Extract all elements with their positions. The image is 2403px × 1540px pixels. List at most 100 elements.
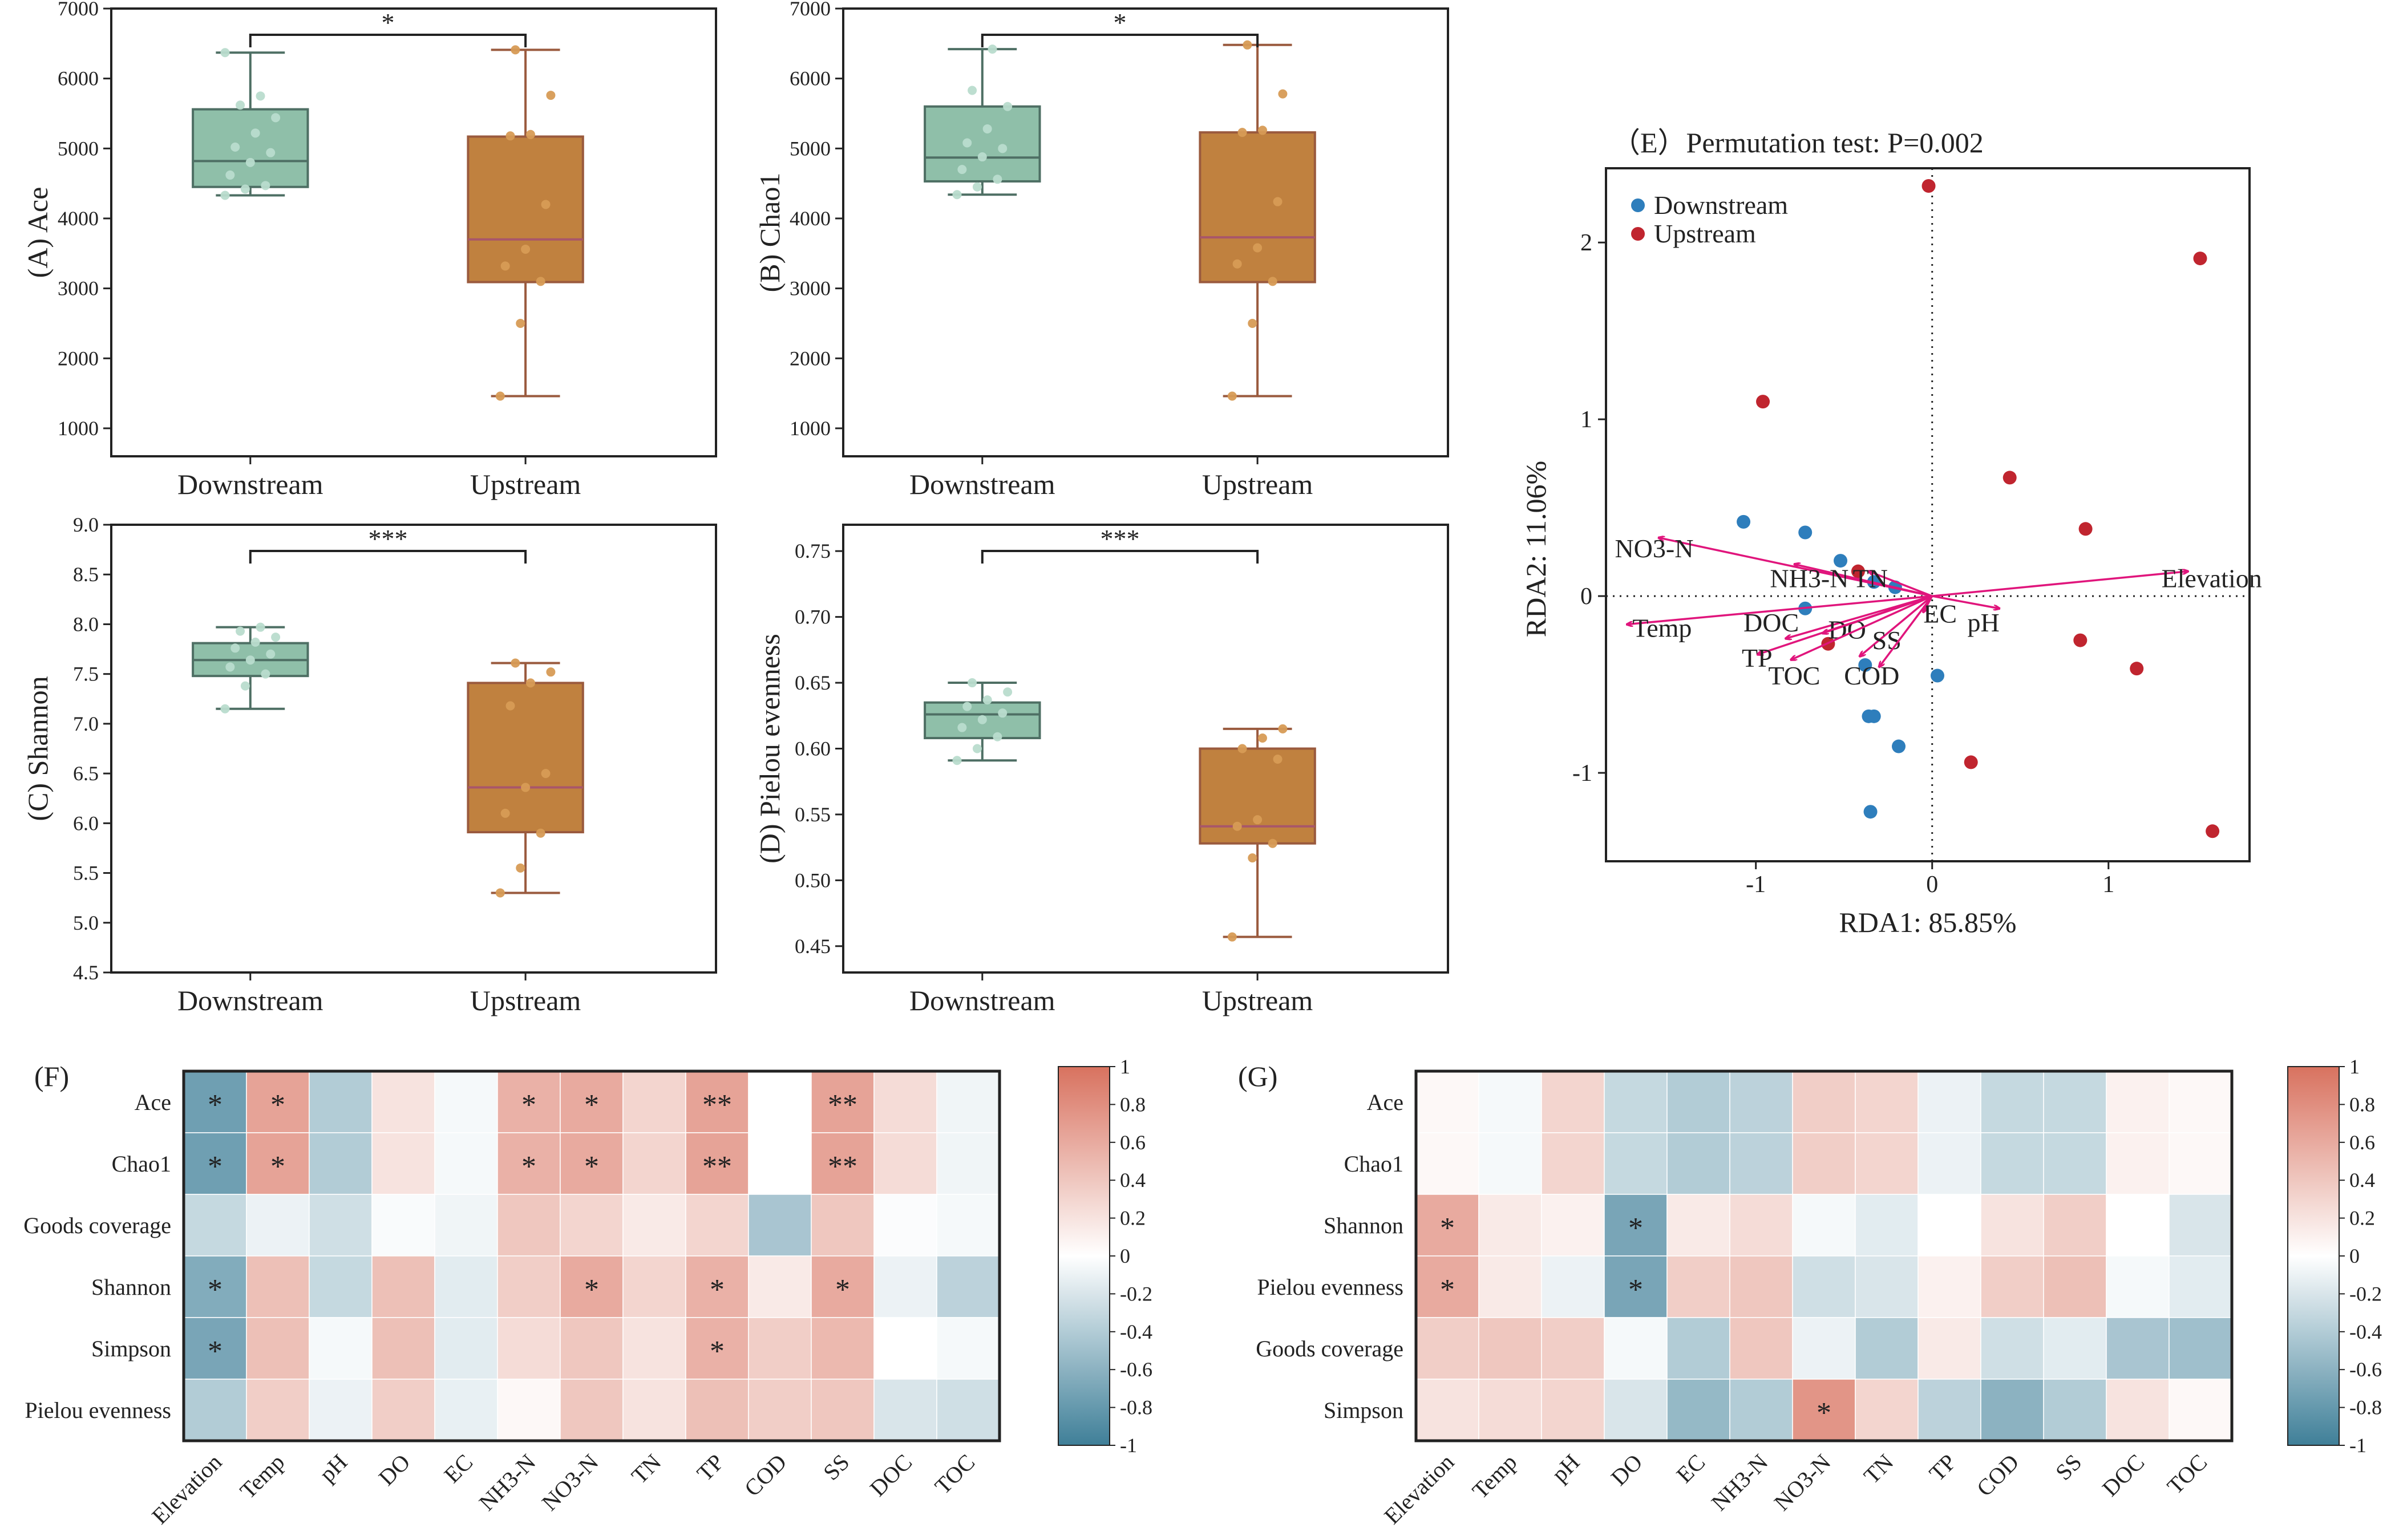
colorbar-tick-label: 0.4 (1120, 1169, 1146, 1192)
vector-label: TN (1853, 564, 1888, 593)
x-tick-label: Downstream (909, 984, 1055, 1016)
vector-arrow (1627, 595, 1932, 625)
vector-arrow (1795, 564, 1933, 597)
box-panel-D: 0.45 0.50 0.55 0.60 0.65 0.70 0.75 Downstream Up… (754, 524, 1449, 1016)
heatmap-cell (1917, 1071, 1981, 1133)
data-point (261, 669, 270, 679)
heatmap-cell (873, 1317, 937, 1380)
data-point (962, 702, 972, 711)
data-point (952, 756, 962, 765)
data-point (957, 165, 967, 175)
heatmap-cell (936, 1379, 1000, 1441)
significance-bracket (981, 550, 1259, 564)
y-tick-label: 5000 (58, 137, 99, 160)
heatmap-cell (1541, 1071, 1605, 1133)
heatmap-cell (2169, 1194, 2232, 1257)
box-panel-C: 4.5 5.0 5.5 6.0 6.5 7.0 7.5 8.0 8.5 9.0 Downstream… (22, 513, 717, 1016)
heatmap-cell (183, 1194, 247, 1257)
heatmap-cell (2106, 1317, 2170, 1380)
colorbar-tick-label: 0 (2349, 1245, 2360, 1267)
significance-star: * (1440, 1212, 1455, 1245)
data-point (546, 667, 556, 677)
env-vector-ec: EC (1923, 595, 1957, 629)
significance-star: * (1440, 1274, 1455, 1306)
colorbar-bar (1058, 1066, 1110, 1446)
data-point (1232, 821, 1242, 831)
y-tick-label: 7.5 (73, 663, 99, 686)
data-point (230, 142, 240, 152)
series-downstream (1737, 514, 1944, 819)
heatmap-cell (1604, 1071, 1668, 1133)
data-point (225, 662, 235, 672)
y-tick-label: 0.60 (795, 737, 831, 760)
sample-point (2078, 522, 2093, 536)
x-tick-label: Upstream (1202, 468, 1313, 500)
heatmap-cell (434, 1132, 498, 1195)
heatmap-cell (246, 1132, 310, 1195)
data-point (256, 622, 265, 632)
significance-bracket (981, 34, 1259, 47)
colorbar-tick-label: 0.8 (1120, 1093, 1146, 1116)
vector-label: DOC (1743, 608, 1799, 637)
colorbar-tick-label: 0.2 (1120, 1207, 1146, 1230)
data-point (1273, 754, 1283, 764)
legend-label-upstream: Upstream (1654, 219, 1756, 248)
heatmap-cell (811, 1255, 875, 1318)
heatmap-cell (434, 1194, 498, 1257)
column-label: NH3-N (1706, 1449, 1773, 1516)
env-vector-cod: COD (1844, 595, 1933, 690)
row-label: Shannon (91, 1274, 171, 1300)
significance-star: ** (702, 1150, 732, 1183)
y-tick-label: 0 (1580, 583, 1592, 610)
series-upstream (1756, 179, 2220, 838)
data-point (511, 658, 520, 668)
data-point (240, 681, 250, 691)
heatmap-cell (371, 1255, 435, 1318)
column-label: SS (2050, 1449, 2086, 1485)
y-tick-label: 6.5 (73, 762, 99, 785)
significance-star: ** (828, 1150, 857, 1183)
heatmap-cell (1980, 1379, 2044, 1441)
sample-point (2206, 824, 2220, 838)
vector-label: pH (1968, 608, 2000, 637)
column-label: NO3-N (1769, 1449, 1836, 1516)
column-label: pH (1547, 1449, 1584, 1487)
box-upstream (467, 45, 584, 401)
data-point (271, 633, 281, 642)
data-point (220, 48, 230, 58)
colorbar-tick-label: -1 (2349, 1434, 2366, 1457)
significance-star: * (1628, 1212, 1643, 1245)
heatmap-cell (1729, 1071, 1793, 1133)
heatmap-cell (1917, 1255, 1981, 1318)
vector-arrow (1791, 595, 1933, 660)
data-point (968, 86, 977, 95)
heatmap-cell (622, 1317, 686, 1380)
x-tick-label: 0 (1926, 872, 1938, 898)
colorbar-tick-label: 1 (2349, 1055, 2360, 1078)
heatmap-cell (1415, 1255, 1479, 1318)
legend-marker-downstream (1631, 198, 1645, 212)
box-body (467, 682, 584, 834)
y-axis-label: (D) Pielou evenness (754, 634, 786, 864)
heatmap-cell (1917, 1317, 1981, 1380)
heatmap-cell (434, 1255, 498, 1318)
significance-star: * (1628, 1274, 1643, 1306)
box-body (1199, 131, 1316, 283)
y-tick-label: 2000 (790, 347, 831, 370)
sample-point (1863, 805, 1878, 819)
box-downstream (924, 678, 1041, 765)
env-vector-tp: TP (1742, 595, 1933, 672)
x-tick-label: Upstream (470, 468, 581, 500)
data-point (1248, 853, 1257, 863)
data-point (1268, 838, 1277, 848)
data-point (993, 175, 1002, 184)
heatmap-cell (309, 1255, 373, 1318)
heatmap-cell (309, 1379, 373, 1441)
legend-marker-upstream (1631, 227, 1645, 241)
data-point (993, 732, 1002, 741)
heatmap-cell (1478, 1317, 1542, 1380)
data-point (1253, 815, 1263, 825)
heatmap-cell (183, 1132, 247, 1195)
data-point (536, 277, 545, 286)
